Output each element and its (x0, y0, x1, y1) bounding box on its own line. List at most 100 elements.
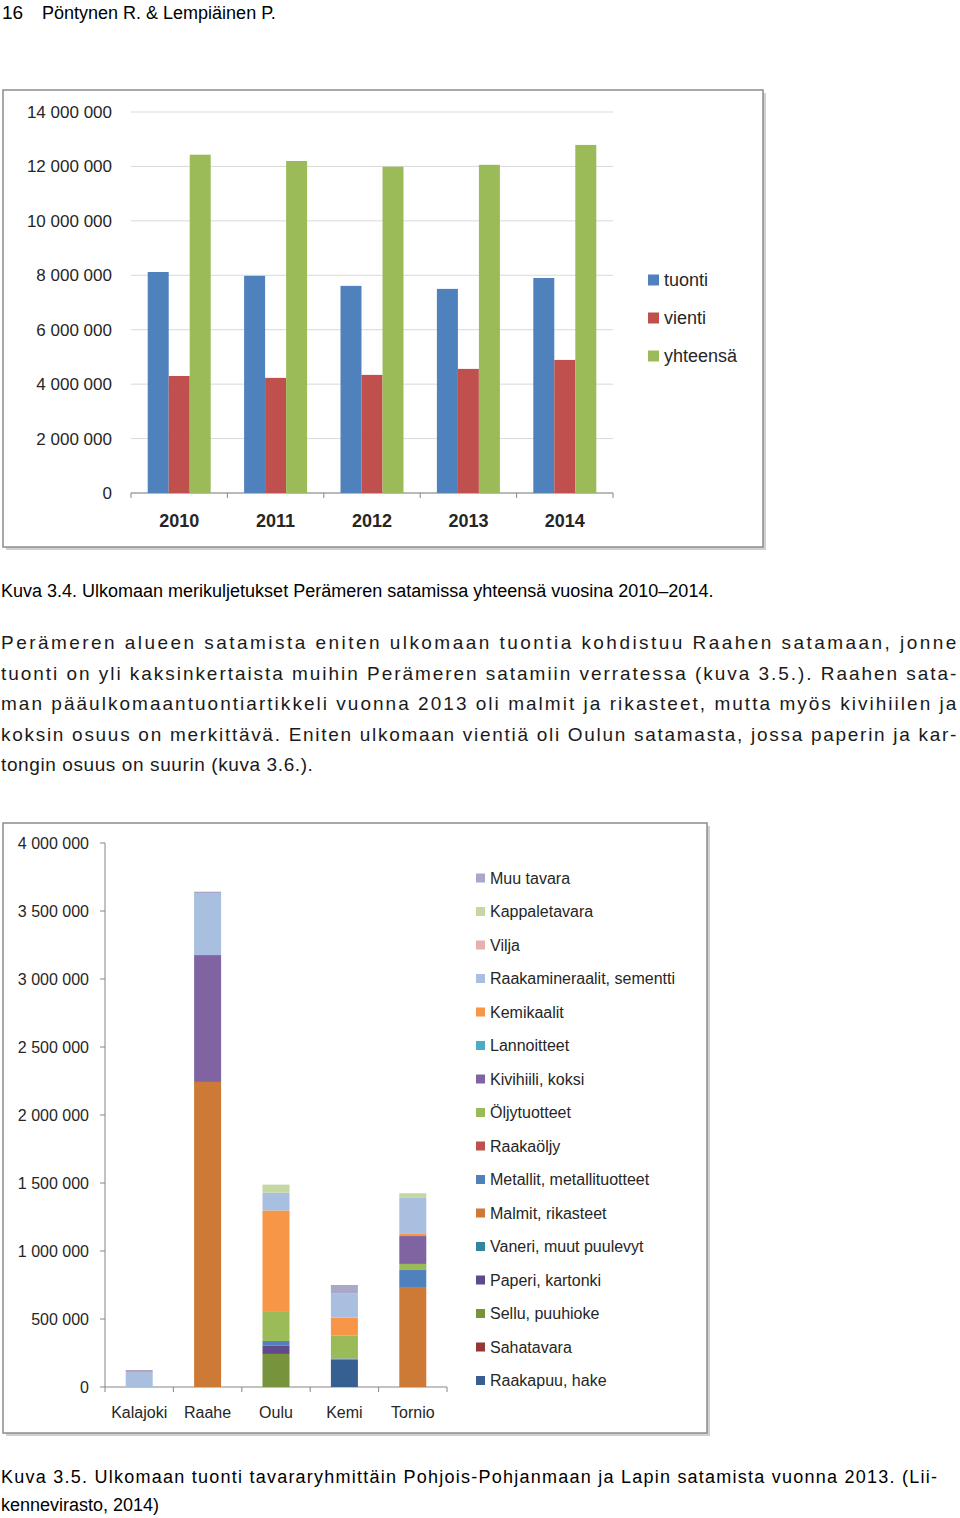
bar-segment (331, 1335, 358, 1358)
grid-line (131, 112, 613, 113)
y-tick-label: 1 000 000 (18, 1243, 89, 1260)
bar (383, 167, 404, 493)
legend-swatch (476, 1376, 485, 1385)
legend-swatch (476, 1276, 485, 1285)
y-tick-label: 14 000 000 (27, 103, 112, 122)
legend-swatch (476, 1175, 485, 1184)
bar (362, 375, 383, 493)
x-tick (378, 1387, 379, 1392)
y-tick-label: 12 000 000 (27, 157, 112, 176)
legend-swatch (476, 1242, 485, 1251)
legend-swatch (476, 1008, 485, 1017)
bar-segment (331, 1360, 358, 1387)
x-tick (241, 1387, 242, 1392)
bar-segment (194, 1082, 221, 1387)
bar-segment (331, 1358, 358, 1359)
body-text-line: man pääulkomaantuontiartikkeli vuonna 20… (1, 693, 957, 714)
legend-label: Kivihiili, koksi (490, 1071, 584, 1088)
legend-label: tuonti (664, 270, 708, 290)
bar-segment (263, 1185, 290, 1193)
bar-segment (399, 1197, 426, 1233)
bar-segment (399, 1193, 426, 1197)
bar-segment (263, 1184, 290, 1185)
y-tick-label: 0 (103, 484, 112, 503)
x-tick-label: 2010 (159, 511, 199, 531)
body-text-line: Perämeren alueen satamista eniten ulkoma… (1, 632, 957, 653)
bar (286, 161, 307, 493)
marks (148, 145, 597, 493)
legend-swatch (476, 874, 485, 883)
page-number: 16 (2, 2, 23, 23)
figure-caption: kennevirasto, 2014) (1, 1495, 159, 1515)
tick-mark (100, 1387, 105, 1388)
bar-segment (331, 1293, 358, 1317)
y-tick-label: 6 000 000 (36, 321, 112, 340)
tick-mark (100, 911, 105, 912)
tick-mark (100, 843, 105, 844)
legend-label: Raakamineraalit, sementti (490, 970, 675, 987)
legend-swatch (476, 974, 485, 983)
tick-mark (100, 1319, 105, 1320)
bar-segment (399, 1287, 426, 1387)
legend-swatch (476, 941, 485, 950)
legend-swatch (476, 907, 485, 916)
legend-swatch (648, 313, 659, 324)
x-tick-label: Oulu (259, 1404, 293, 1421)
bar-segment (194, 893, 221, 894)
x-tick (105, 1387, 106, 1392)
x-tick-label: Kemi (326, 1404, 362, 1421)
bar (479, 165, 500, 493)
legend-swatch (648, 275, 659, 286)
legend-label: vienti (664, 308, 706, 328)
legend-swatch (476, 1075, 485, 1084)
legend-swatch (476, 1142, 485, 1151)
y-tick-label: 4 000 000 (18, 835, 89, 852)
legend-label: Öljytuotteet (490, 1104, 571, 1121)
chart-1: 0500 0001 000 0001 500 0002 000 0002 500… (18, 835, 675, 1421)
legend-swatch (476, 1309, 485, 1318)
x-tick-label: Raahe (184, 1404, 231, 1421)
x-tick (131, 493, 132, 498)
x-tick (420, 493, 421, 498)
x-tick (613, 493, 614, 498)
y-tick-label: 3 500 000 (18, 903, 89, 920)
bar (341, 286, 362, 493)
legend-swatch (648, 351, 659, 362)
body-text-line: tuonti on yli kaksinkertaista muihin Per… (1, 663, 957, 684)
x-tick-label: 2014 (545, 511, 585, 531)
tick-mark (100, 1115, 105, 1116)
bar-segment (331, 1359, 358, 1360)
x-tick (227, 493, 228, 498)
x-tick (173, 1387, 174, 1392)
bar-segment (194, 893, 221, 894)
y-tick-label: 2 000 000 (36, 430, 112, 449)
bar (533, 278, 554, 493)
bar (575, 145, 596, 493)
y-tick-label: 500 000 (31, 1311, 89, 1328)
legend-label: Sellu, puuhioke (490, 1305, 600, 1322)
legend-label: Kappaletavara (490, 903, 593, 920)
bar-segment (194, 892, 221, 893)
x-tick-label: 2013 (448, 511, 488, 531)
page: 16Pöntynen R. & Lempiäinen P.02 000 0004… (0, 0, 960, 1518)
chart-frame (3, 90, 763, 547)
legend-swatch (476, 1041, 485, 1050)
legend-label: Sahatavara (490, 1339, 572, 1356)
bar-segment (331, 1285, 358, 1293)
legend-swatch (476, 1343, 485, 1352)
x-tick-label: Kalajoki (111, 1404, 167, 1421)
tick-mark (100, 1047, 105, 1048)
bar-segment (263, 1341, 290, 1346)
tick-mark (100, 1183, 105, 1184)
x-tick-label: 2012 (352, 511, 392, 531)
legend-label: Muu tavara (490, 870, 570, 887)
legend-swatch (476, 1108, 485, 1117)
y-tick-label: 3 000 000 (18, 971, 89, 988)
x-tick-label: 2011 (256, 511, 295, 531)
marks (126, 892, 427, 1387)
chart-0: 02 000 0004 000 0006 000 0008 000 00010 … (27, 103, 738, 531)
chart-frame (3, 823, 707, 1433)
bar (244, 276, 265, 493)
x-tick-label: Tornio (391, 1404, 435, 1421)
y-tick-label: 10 000 000 (27, 212, 112, 231)
